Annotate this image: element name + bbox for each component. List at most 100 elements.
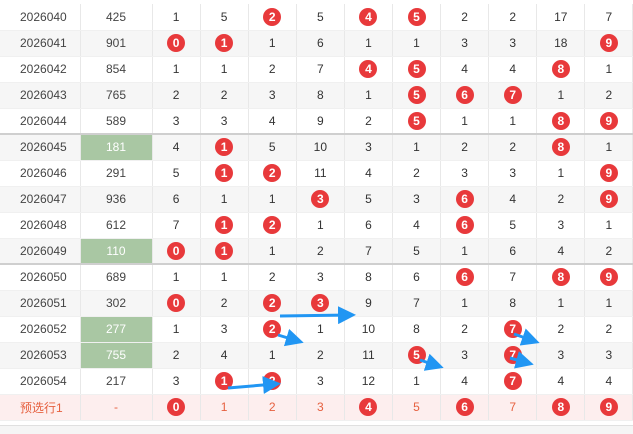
digit-ball: 6: [455, 86, 474, 104]
digit-cell: 5: [296, 4, 345, 31]
draw-value-cell: 589: [80, 108, 153, 135]
digit-cell: 7: [488, 82, 538, 109]
digit-cell: 2: [488, 133, 538, 161]
digit-cell: 5: [392, 342, 442, 369]
digit-cell: 1: [392, 30, 442, 57]
draw-value-cell: 181: [80, 133, 153, 161]
digit-cell: 1: [152, 56, 201, 83]
period-cell: 2026047: [0, 186, 81, 213]
digit-cell: 3: [440, 342, 490, 369]
digit-cell: 2: [248, 290, 297, 317]
digit-cell: 2: [392, 160, 442, 187]
digit-cell: 9: [584, 263, 633, 291]
digit-cell: 4: [392, 212, 442, 239]
digit-ball: 4: [359, 60, 378, 78]
digit-cell: 1: [200, 56, 249, 83]
digit-cell: 1: [200, 30, 249, 57]
digit-cell: 11: [296, 160, 345, 187]
digit-cell: 1: [200, 238, 249, 265]
digit-cell: 3: [440, 30, 490, 57]
digit-cell: 1: [152, 4, 201, 31]
digit-ball: 6: [455, 268, 474, 287]
digit-cell: 1: [440, 238, 490, 265]
digit-cell: 8: [536, 263, 586, 291]
digit-cell: 1: [488, 108, 538, 135]
draw-value-cell: 936: [80, 186, 153, 213]
digit-cell: 1: [584, 212, 633, 239]
period-cell: 2026053: [0, 342, 81, 369]
digit-cell: 2: [584, 316, 633, 343]
digit-cell: 1: [440, 290, 490, 317]
digit-ball: 9: [599, 111, 618, 130]
digit-cell: 9: [584, 108, 633, 135]
table-row: 2026047 936 6 1 1 3 5 3 6 4 2 9: [0, 186, 633, 213]
digit-cell: 10: [344, 316, 393, 343]
digit-cell: 1: [200, 186, 249, 213]
digit-cell: 9: [584, 186, 633, 213]
digit-ball: 6: [455, 216, 474, 234]
digit-cell: 12: [344, 368, 393, 395]
period-cell: 2026045: [0, 133, 81, 161]
digit-cell: 9: [344, 290, 393, 317]
digit-ball: 1: [215, 164, 234, 182]
digit-ball: 1: [215, 34, 234, 52]
trend-table-body: 2026040 425 1 5 2 5 4 5 2 2 17 7 2026041 901 0 1 1 6 1 1 3 3 1…: [0, 4, 633, 421]
digit-cell: 2: [200, 290, 249, 317]
digit-cell: 3: [440, 160, 490, 187]
digit-ball: 1: [215, 216, 234, 234]
digit-ball: 1: [215, 138, 234, 157]
digit-cell: 7: [344, 238, 393, 265]
period-cell: 2026043: [0, 82, 81, 109]
period-cell: 2026050: [0, 263, 81, 291]
digit-ball: 2: [263, 294, 282, 312]
period-cell: 2026042: [0, 56, 81, 83]
digit-cell: 10: [296, 133, 345, 161]
digit-ball: 8: [551, 60, 570, 78]
prediction-value: -: [80, 393, 153, 421]
digit-ball: 9: [599, 398, 618, 416]
digit-cell: 7: [152, 212, 201, 239]
digit-cell: 4: [536, 238, 586, 265]
digit-cell: 8: [536, 108, 586, 135]
digit-ball: 2: [263, 320, 282, 338]
digit-cell: 9: [296, 108, 345, 135]
digit-cell: 5: [392, 82, 442, 109]
digit-cell: 0: [152, 393, 201, 421]
digit-cell: 2: [248, 160, 297, 187]
footer-bar: [0, 425, 633, 434]
digit-cell: 9: [584, 160, 633, 187]
digit-ball: 0: [167, 34, 186, 52]
prediction-row: 预选行1-0 1 2 3 4 5 6 7 8 9: [0, 393, 633, 421]
prediction-label: 预选行1: [0, 393, 81, 421]
digit-ball: 5: [407, 7, 426, 26]
digit-cell: 1: [536, 290, 586, 317]
digit-ball: 6: [455, 398, 474, 416]
draw-value-cell: 765: [80, 82, 153, 109]
draw-value-cell: 302: [80, 290, 153, 317]
table-row: 2026041 901 0 1 1 6 1 1 3 3 18 9: [0, 30, 633, 57]
table-row: 2026052 277 1 3 2 1 10 8 2 7 2 2: [0, 316, 633, 343]
digit-ball: 8: [551, 268, 570, 287]
digit-cell: 3: [488, 30, 538, 57]
digit-cell: 6: [344, 212, 393, 239]
table-row: 2026050 689 1 1 2 3 8 6 6 7 8 9: [0, 263, 633, 291]
digit-cell: 1: [248, 238, 297, 265]
digit-ball: 9: [599, 268, 618, 287]
digit-cell: 1: [200, 133, 249, 161]
digit-cell: 1: [200, 160, 249, 187]
table-row: 2026046 291 5 1 2 11 4 2 3 3 1 9: [0, 160, 633, 187]
digit-cell: 9: [584, 393, 633, 421]
digit-cell: 1: [536, 82, 586, 109]
digit-cell: 4: [488, 56, 538, 83]
digit-ball: 9: [599, 164, 618, 182]
digit-cell: 2: [296, 238, 345, 265]
digit-cell: 6: [440, 212, 490, 239]
period-cell: 2026052: [0, 316, 81, 343]
digit-cell: 3: [152, 368, 201, 395]
period-cell: 2026054: [0, 368, 81, 395]
digit-ball: 1: [215, 372, 234, 390]
digit-cell: 1: [440, 108, 490, 135]
digit-ball: 5: [407, 60, 426, 78]
digit-cell: 7: [488, 263, 538, 291]
table-row: 2026048 612 7 1 2 1 6 4 6 5 3 1: [0, 212, 633, 239]
